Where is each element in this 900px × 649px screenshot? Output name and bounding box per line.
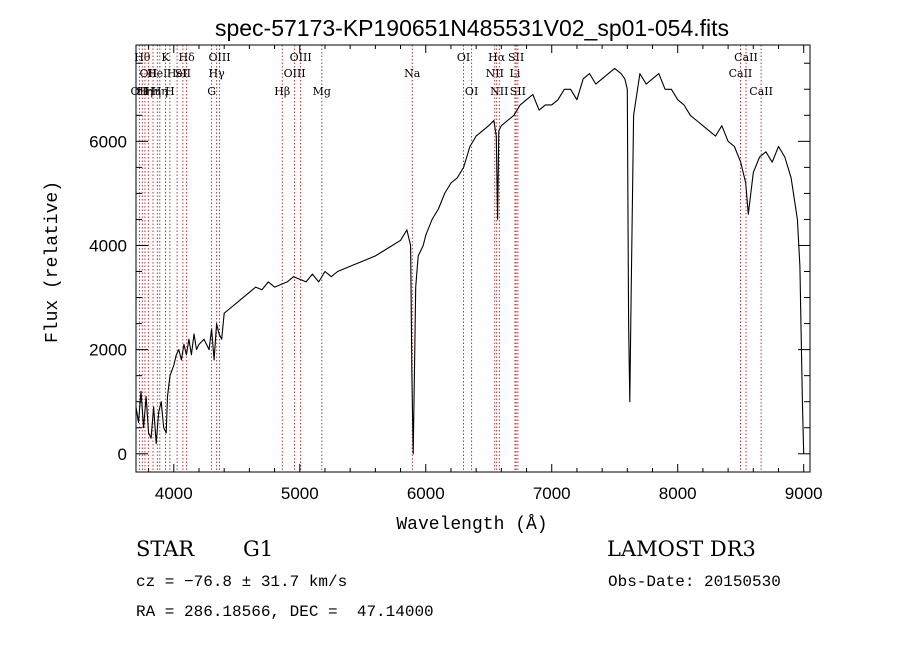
line-label-5: HeI [147, 67, 167, 80]
spectrum-series [135, 67, 805, 455]
line-label-1: Hθ [134, 51, 151, 64]
y-tick-label-3: 6000 [89, 132, 127, 151]
line-label-25: Li [510, 67, 521, 80]
line-label-26: SII [508, 51, 524, 64]
line-label-2: Hη [137, 85, 153, 98]
line-label-11: Hδ [179, 51, 196, 64]
coordinates: RA = 286.18566, DEC = 47.14000 [136, 603, 434, 621]
line-label-28: CaII [729, 67, 753, 80]
line-label-8: H [165, 85, 175, 98]
line-label-14: OIII [208, 51, 230, 64]
line-label-20: OI [457, 51, 470, 64]
y-tick-label-2: 4000 [89, 236, 127, 255]
line-label-15: Hβ [274, 85, 290, 98]
spectral-line-markers: OIIHθHηOIIHηHeIHηKHHeISIIHδGHγOIIIHβOIII… [131, 45, 773, 472]
line-label-7: K [161, 51, 170, 64]
x-tick-label-5: 9000 [785, 484, 823, 503]
x-tick-label-4: 8000 [659, 484, 697, 503]
chart-title: spec-57173-KP190651N485531V02_sp01-054.f… [215, 15, 729, 41]
plot-frame [135, 44, 811, 473]
x-tick-label-1: 5000 [281, 484, 319, 503]
line-label-6: Hη [152, 85, 168, 98]
line-label-27: SII [510, 85, 526, 98]
line-label-0: OII [131, 85, 149, 98]
line-label-23: Hα [488, 51, 506, 64]
line-label-10: SII [175, 67, 191, 80]
survey-name: LAMOST DR3 [607, 537, 756, 561]
spectrum-line [135, 67, 805, 455]
line-label-13: Hγ [209, 67, 226, 80]
line-label-12: G [207, 85, 216, 98]
line-label-24: NII [490, 85, 508, 98]
x-axis-label: Wavelength (Å) [396, 514, 547, 535]
line-label-22: NII [486, 67, 504, 80]
line-label-30: CaII [749, 85, 773, 98]
axes: 4000 5000 6000 7000 8000 9000 0 2000 4000 6000 [89, 45, 823, 503]
line-label-16: OIII [284, 67, 306, 80]
object-subclass: G1 [243, 537, 274, 561]
x-tick-label-2: 6000 [407, 484, 445, 503]
line-label-9: HeI [167, 67, 187, 80]
line-label-19: Na [404, 67, 421, 80]
y-tick-label-1: 2000 [89, 341, 127, 360]
object-class: STAR [136, 537, 195, 561]
line-label-29: CaII [734, 51, 758, 64]
line-label-17: OIII [290, 51, 312, 64]
x-tick-label-0: 4000 [155, 484, 193, 503]
line-label-21: OI [465, 85, 478, 98]
y-tick-label-0: 0 [118, 445, 127, 464]
observation-date: Obs-Date: 20150530 [608, 573, 781, 591]
redshift-velocity: cz = −76.8 ± 31.7 km/s [136, 573, 348, 591]
x-tick-label-3: 7000 [533, 484, 571, 503]
line-label-18: Mg [313, 85, 331, 98]
y-axis-label: Flux (relative) [43, 181, 63, 343]
